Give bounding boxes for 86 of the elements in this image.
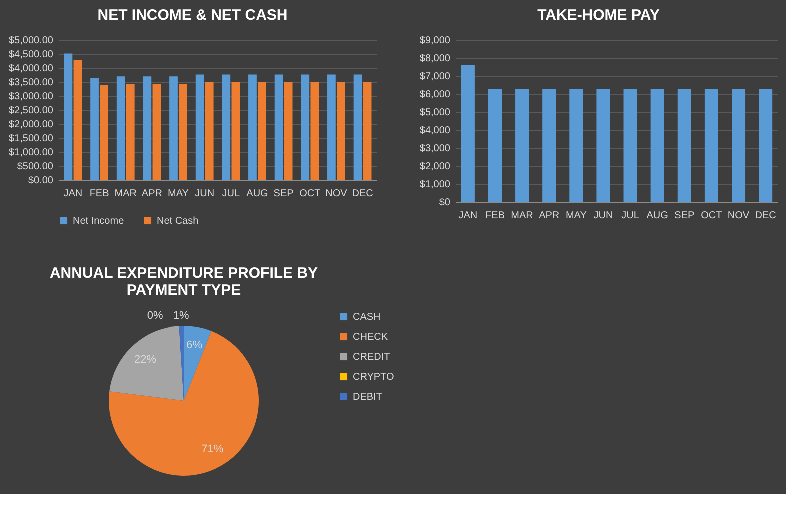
bar <box>90 78 99 180</box>
y-tick-label: $2,000.00 <box>9 120 54 130</box>
bar <box>116 76 126 180</box>
bar <box>222 74 231 180</box>
y-tick-label: $9,000 <box>420 36 451 46</box>
legend-label: CREDIT <box>353 352 390 363</box>
data-label: 1% <box>173 310 190 322</box>
y-tick-label: $0 <box>439 198 451 208</box>
y-tick-label: $4,000 <box>420 126 451 136</box>
bar <box>170 76 178 180</box>
x-tick-label: SEP <box>274 188 294 200</box>
y-tick-label: $2,500.00 <box>9 106 54 116</box>
y-tick-label: $3,500.00 <box>9 78 54 88</box>
y-tick-label: $500.00 <box>17 162 54 172</box>
text: 0% <box>147 310 164 322</box>
bar <box>74 60 82 180</box>
pie-slice <box>110 326 184 401</box>
y-tick-label: $7,000 <box>420 72 451 82</box>
bar <box>328 74 336 180</box>
y-tick-label: $3,000 <box>420 144 451 154</box>
x-tick-label: AUG <box>646 210 669 222</box>
x-tick-label: MAR <box>114 188 137 200</box>
y-tick-label: $1,000.00 <box>9 148 54 158</box>
x-tick-label: MAR <box>511 210 534 222</box>
bar <box>354 74 362 180</box>
x-tick-label: APR <box>142 188 162 200</box>
x-tick-label: FEB <box>90 188 110 200</box>
x-tick-label: OCT <box>701 210 722 222</box>
bar <box>100 85 108 180</box>
y-tick-label: $3,000.00 <box>9 92 54 102</box>
legend-label: CHECK <box>353 332 388 343</box>
bar <box>196 74 204 180</box>
x-tick-label: APR <box>539 210 560 222</box>
x-tick-label: JUN <box>195 188 215 200</box>
legend-label: CASH <box>353 312 381 323</box>
bar <box>337 82 346 180</box>
chart-title: NET INCOME & NET CASH <box>98 7 288 24</box>
legend-label: Net Cash <box>157 216 199 227</box>
bar <box>310 82 320 180</box>
y-tick-label: $1,000 <box>420 180 451 190</box>
bar <box>274 74 284 180</box>
x-tick-label: JUL <box>222 188 240 200</box>
x-tick-label: MAY <box>168 188 190 200</box>
x-tick-label: FEB <box>486 210 506 222</box>
x-tick-label: AUG <box>246 188 269 200</box>
pie-slice <box>109 331 259 476</box>
data-label: 6% <box>186 340 203 352</box>
y-tick-label: $4,500.00 <box>9 50 54 60</box>
x-tick-label: OCT <box>300 188 321 200</box>
y-tick-label: $5,000.00 <box>9 36 54 46</box>
pie-slice <box>184 326 212 401</box>
x-tick-label: DEC <box>755 210 776 222</box>
x-tick-label: NOV <box>326 188 348 200</box>
x-tick-label: MAY <box>566 210 588 222</box>
bar <box>248 74 257 180</box>
bar <box>64 54 73 180</box>
y-tick-label: $8,000 <box>420 54 451 64</box>
chart-title: ANNUAL EXPENDITURE PROFILE BY PAYMENT TYPE <box>50 265 318 300</box>
bar <box>205 82 214 180</box>
y-tick-label: $1,500.00 <box>9 134 54 144</box>
bar <box>301 74 310 180</box>
x-tick-label: JUN <box>594 210 614 222</box>
x-tick-label: DEC <box>352 188 374 200</box>
bar <box>143 76 152 180</box>
bar <box>152 84 162 180</box>
legend-label: Net Income <box>73 216 125 227</box>
x-tick-label: JAN <box>458 210 478 222</box>
x-tick-label: NOV <box>728 210 750 222</box>
bar <box>232 82 240 180</box>
legend-label: DEBIT <box>353 392 382 403</box>
bar <box>363 82 372 180</box>
y-tick-label: $0.00 <box>28 176 54 186</box>
legend-label: CRYPTO <box>353 372 395 383</box>
bar <box>258 82 266 180</box>
x-tick-label: JUL <box>622 210 640 222</box>
y-tick-label: $4,000.00 <box>9 64 54 74</box>
bar <box>284 82 293 180</box>
x-tick-label: SEP <box>674 210 695 222</box>
data-label: 71% <box>202 443 224 456</box>
y-tick-label: $5,000 <box>420 108 451 118</box>
y-tick-label: $6,000 <box>420 90 451 100</box>
bar <box>179 84 188 180</box>
y-tick-label: $2,000 <box>420 162 451 172</box>
chart-title: TAKE-HOME PAY <box>538 7 660 24</box>
bar <box>126 84 135 180</box>
x-tick-label: JAN <box>64 188 83 200</box>
